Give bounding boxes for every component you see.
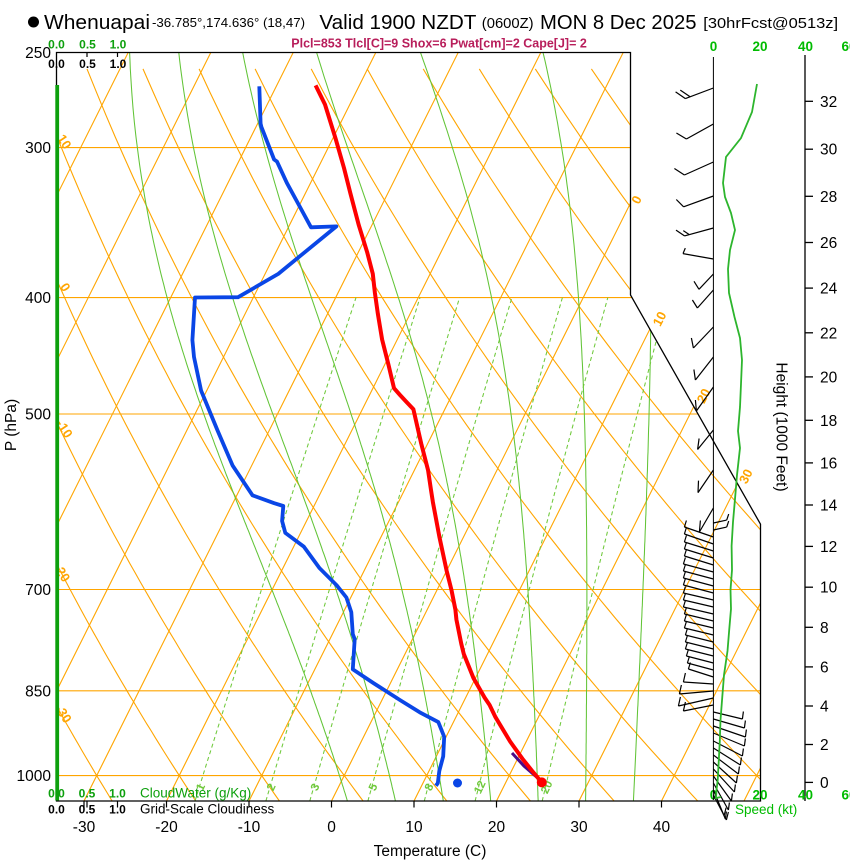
- svg-text:20: 20: [694, 386, 714, 406]
- svg-text:-36.785°,174.636° (18,47): -36.785°,174.636° (18,47): [152, 15, 305, 30]
- svg-text:1.0: 1.0: [110, 38, 127, 52]
- svg-text:24: 24: [820, 281, 838, 298]
- svg-text:250: 250: [25, 45, 51, 62]
- svg-text:18: 18: [820, 413, 837, 430]
- svg-text:26: 26: [820, 235, 837, 252]
- svg-text:-10: -10: [238, 819, 261, 836]
- svg-text:0.5: 0.5: [79, 38, 96, 52]
- svg-text:MON 8 Dec 2025: MON 8 Dec 2025: [540, 11, 697, 34]
- svg-text:32: 32: [820, 94, 837, 111]
- svg-text:40: 40: [798, 788, 813, 803]
- svg-text:CloudWater (g/Kg): CloudWater (g/Kg): [140, 786, 251, 801]
- svg-text:700: 700: [25, 582, 51, 599]
- svg-text:Speed (kt): Speed (kt): [735, 802, 797, 817]
- svg-text:20: 20: [752, 788, 767, 803]
- svg-text:1.0: 1.0: [109, 803, 126, 817]
- svg-text:Temperature (C): Temperature (C): [374, 843, 487, 860]
- svg-text:0.0: 0.0: [48, 38, 65, 52]
- svg-text:0: 0: [820, 775, 829, 792]
- svg-text:-20: -20: [155, 819, 178, 836]
- svg-text:8: 8: [423, 781, 437, 792]
- svg-text:(0600Z): (0600Z): [482, 16, 534, 32]
- svg-text:3: 3: [309, 782, 323, 793]
- svg-text:10: 10: [405, 819, 423, 836]
- svg-text:10: 10: [820, 580, 838, 597]
- svg-text:500: 500: [25, 407, 51, 424]
- svg-text:20: 20: [820, 369, 838, 386]
- svg-text:28: 28: [820, 189, 837, 206]
- svg-text:Whenuapai: Whenuapai: [44, 11, 150, 34]
- svg-text:1.0: 1.0: [110, 57, 127, 71]
- svg-text:10: 10: [54, 132, 74, 152]
- svg-text:20: 20: [488, 819, 506, 836]
- svg-text:12: 12: [472, 779, 488, 796]
- svg-text:2: 2: [820, 737, 829, 754]
- svg-text:12: 12: [820, 539, 837, 556]
- svg-text:60: 60: [841, 788, 850, 803]
- svg-text:16: 16: [820, 455, 837, 472]
- svg-text:0.0: 0.0: [48, 57, 65, 71]
- svg-text:14: 14: [820, 498, 838, 515]
- svg-text:22: 22: [820, 325, 837, 342]
- svg-text:P (hPa): P (hPa): [3, 399, 20, 451]
- svg-text:30: 30: [820, 142, 838, 159]
- svg-text:[30hrFcst@0513z]: [30hrFcst@0513z]: [703, 15, 838, 32]
- svg-text:Plcl=853 Tlcl[C]=9 Shox=6 Pwat: Plcl=853 Tlcl[C]=9 Shox=6 Pwat[cm]=2 Cap…: [291, 36, 587, 51]
- svg-text:40: 40: [653, 819, 671, 836]
- svg-text:20: 20: [752, 39, 767, 54]
- svg-text:2: 2: [265, 782, 279, 793]
- svg-text:4: 4: [820, 699, 829, 716]
- svg-text:6: 6: [820, 659, 829, 676]
- svg-text:0: 0: [710, 39, 718, 54]
- svg-text:1: 1: [194, 781, 208, 792]
- svg-text:Height (1000 Feet): Height (1000 Feet): [773, 362, 790, 491]
- svg-text:0: 0: [327, 819, 336, 836]
- svg-text:Valid 1900 NZDT: Valid 1900 NZDT: [319, 11, 476, 34]
- svg-text:30: 30: [570, 819, 588, 836]
- svg-text:-30: -30: [73, 819, 96, 836]
- svg-text:1000: 1000: [17, 768, 52, 785]
- svg-text:40: 40: [798, 39, 813, 54]
- svg-text:5: 5: [367, 781, 381, 792]
- svg-text:30: 30: [736, 466, 756, 486]
- svg-text:60: 60: [841, 39, 850, 54]
- svg-text:0.0: 0.0: [48, 803, 65, 817]
- svg-text:1.0: 1.0: [109, 787, 126, 801]
- svg-text:850: 850: [25, 683, 51, 700]
- svg-text:0.0: 0.0: [48, 787, 65, 801]
- svg-text:400: 400: [25, 290, 51, 307]
- svg-text:0.5: 0.5: [79, 57, 96, 71]
- svg-text:10: 10: [650, 309, 670, 329]
- svg-text:0.5: 0.5: [79, 803, 96, 817]
- svg-text:8: 8: [820, 620, 829, 637]
- svg-text:Grid-Scale Cloudiness: Grid-Scale Cloudiness: [140, 802, 275, 817]
- svg-text:300: 300: [25, 140, 51, 157]
- svg-text:0.5: 0.5: [79, 787, 96, 801]
